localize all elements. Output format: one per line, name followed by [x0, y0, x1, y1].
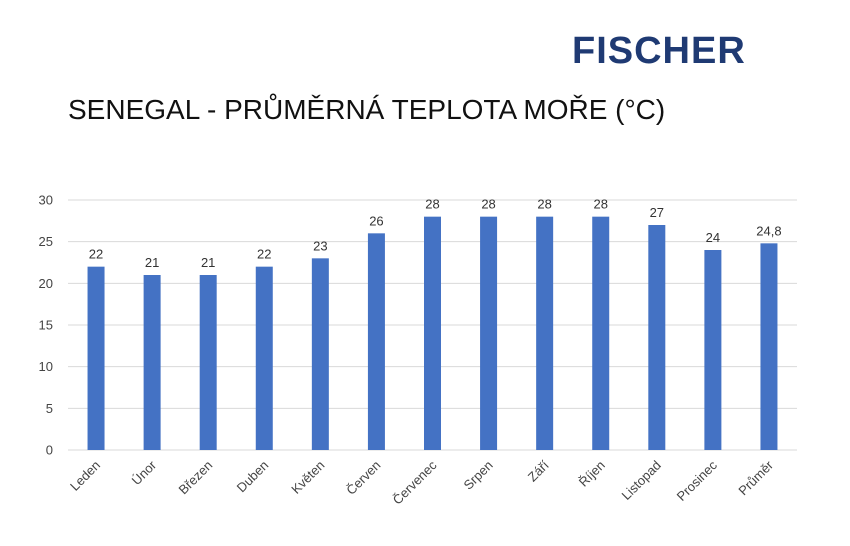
data-label: 24	[706, 230, 720, 245]
y-tick-label: 15	[39, 318, 53, 333]
data-label: 22	[257, 247, 271, 262]
chart-title: SENEGAL - PRŮMĚRNÁ TEPLOTA MOŘE (°C)	[68, 94, 666, 125]
x-tick-label: Listopad	[619, 458, 664, 503]
bar	[143, 275, 161, 450]
x-tick-label: Srpen	[461, 458, 496, 493]
x-tick-label: Září	[525, 457, 552, 484]
x-tick-label: Prosinec	[674, 457, 721, 504]
data-label: 28	[481, 197, 495, 212]
data-label: 28	[593, 197, 607, 212]
x-tick-label: Říjen	[576, 458, 608, 490]
bar	[255, 266, 273, 450]
x-tick-label: Červenec	[390, 457, 440, 507]
bar	[311, 258, 329, 450]
x-tick-label: Únor	[129, 457, 160, 488]
bar	[648, 225, 666, 450]
y-tick-label: 10	[39, 359, 53, 374]
bar	[704, 250, 722, 450]
y-tick-label: 25	[39, 234, 53, 249]
y-tick-label: 30	[39, 193, 53, 208]
bar	[199, 275, 217, 450]
x-tick-label: Březen	[176, 458, 216, 498]
data-label: 26	[369, 213, 383, 228]
data-label: 28	[425, 197, 439, 212]
x-tick-label: Květen	[288, 458, 327, 497]
bar	[480, 216, 498, 450]
x-tick-label: Průměr	[735, 457, 776, 498]
x-tick-label: Červen	[343, 458, 383, 498]
brand-logo: FISCHER	[572, 30, 746, 72]
data-label: 23	[313, 238, 327, 253]
y-tick-label: 0	[46, 443, 53, 458]
data-label: 22	[89, 247, 103, 262]
data-label: 27	[650, 205, 664, 220]
data-label: 21	[201, 255, 215, 270]
data-label: 28	[537, 197, 551, 212]
y-tick-label: 20	[39, 276, 53, 291]
bar	[592, 216, 610, 450]
bar	[424, 216, 441, 450]
bar	[536, 216, 554, 450]
x-tick-label: Leden	[67, 458, 103, 494]
data-label: 24,8	[756, 223, 781, 238]
bar	[760, 243, 778, 450]
x-tick-label: Duben	[234, 458, 272, 496]
bar	[87, 266, 105, 450]
bar	[367, 233, 385, 450]
y-tick-label: 5	[46, 401, 53, 416]
data-label: 21	[145, 255, 159, 270]
